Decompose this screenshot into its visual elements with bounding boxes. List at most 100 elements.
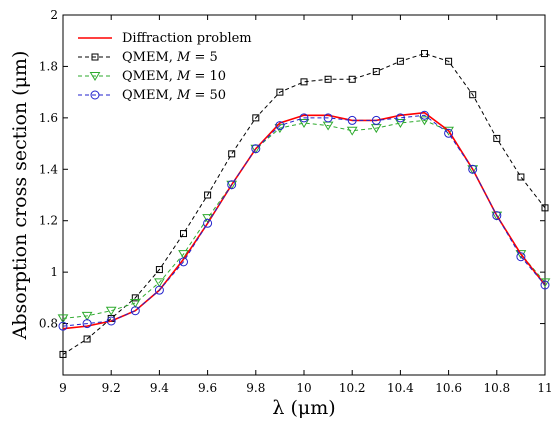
data-point: [492, 211, 502, 221]
y-tick-label: 0.8: [39, 317, 58, 331]
data-point: [419, 116, 430, 126]
data-point: [541, 204, 549, 212]
legend-label: Diffraction problem: [122, 31, 252, 46]
data-point: [517, 173, 525, 181]
legend-entry-2: QMEM, M = 10: [78, 69, 226, 84]
data-point: [443, 126, 454, 136]
y-tick-label: 1.2: [39, 214, 58, 228]
data-point: [300, 78, 308, 86]
series-3: [58, 110, 550, 331]
data-point: [516, 252, 526, 262]
legend-entry-3: QMEM, M = 50: [78, 88, 226, 103]
data-point: [58, 321, 68, 331]
legend-label-var: M: [176, 69, 191, 84]
y-axis-title: Absorption cross section (μm): [9, 51, 31, 341]
data-point: [251, 144, 261, 154]
series-line: [62, 111, 546, 330]
data-point: [347, 115, 357, 125]
data-point: [204, 191, 212, 199]
data-point: [130, 306, 140, 316]
data-point: [395, 119, 406, 128]
data-point: [276, 88, 284, 96]
x-tick-label: 11: [537, 381, 551, 395]
y-tick-label: 1.4: [39, 162, 58, 176]
data-point: [444, 128, 454, 138]
series-layer: [57, 50, 551, 358]
data-point: [179, 257, 188, 267]
legend-label-value: = 10: [190, 69, 226, 84]
x-tick-label: 9.8: [246, 381, 265, 395]
data-point: [395, 113, 405, 123]
x-axis-title: λ (μm): [272, 397, 335, 419]
data-point: [227, 180, 237, 190]
data-point: [493, 134, 501, 142]
data-point: [445, 57, 453, 65]
legend-marker: [90, 90, 100, 100]
series-line: [62, 53, 546, 355]
series-0: [62, 111, 546, 330]
data-point: [515, 250, 527, 260]
x-tick-label: 10.2: [339, 381, 366, 395]
legend-label-main: QMEM,: [122, 88, 177, 103]
y-tick-label: 1: [50, 265, 58, 279]
data-point: [372, 68, 380, 76]
y-tick-label: 1.8: [39, 59, 58, 73]
data-point: [83, 335, 91, 343]
legend-label: QMEM, M = 50: [122, 88, 226, 103]
data-point: [180, 230, 187, 238]
data-point: [57, 314, 69, 324]
data-point: [228, 150, 236, 158]
legend-label: QMEM, M = 5: [122, 50, 218, 65]
data-point: [154, 285, 164, 295]
data-point: [252, 114, 260, 122]
data-point: [420, 110, 429, 120]
y-tick-label: 1.6: [39, 111, 58, 125]
legend-label-main: QMEM,: [122, 69, 177, 84]
data-point: [82, 319, 92, 329]
legend-label-var: M: [176, 88, 191, 103]
series-line: [62, 119, 546, 319]
data-point: [299, 113, 309, 123]
data-point: [540, 280, 550, 290]
data-point: [178, 250, 189, 260]
x-tick-label: 9.6: [198, 381, 217, 395]
legend-entry-1: QMEM, M = 5: [78, 50, 218, 65]
data-point: [154, 278, 165, 288]
series-2: [57, 116, 551, 324]
legend-label-var: M: [176, 50, 191, 65]
data-point: [155, 266, 163, 274]
data-point: [81, 311, 93, 321]
data-point: [348, 75, 356, 83]
data-point: [105, 306, 117, 316]
data-point: [274, 124, 286, 134]
data-point: [275, 121, 285, 131]
axes: 9 9.2 9.4 9.6 9.8 10 10.2 10.4 10.6 10.8 11 0.8 1 1.2…: [39, 8, 551, 395]
data-point: [469, 91, 477, 99]
x-tick-label: 10.4: [387, 381, 414, 395]
data-point: [203, 218, 213, 228]
data-point: [421, 50, 428, 58]
x-tick-label: 10.8: [483, 381, 510, 395]
data-point: [371, 115, 381, 125]
data-point: [323, 113, 333, 123]
legend-marker: [89, 72, 101, 81]
x-tick-label: 9.4: [150, 381, 169, 395]
data-point: [131, 294, 139, 302]
data-point: [396, 57, 404, 65]
data-point: [129, 299, 141, 308]
y-tick-label: 2: [50, 8, 58, 22]
data-point: [468, 164, 478, 174]
legend-marker: [91, 53, 99, 61]
legend-label-value: = 5: [190, 50, 217, 65]
x-tick-label: 9: [59, 381, 67, 395]
legend-entry-0: Diffraction problem: [78, 31, 252, 46]
legend-label: QMEM, M = 10: [122, 69, 226, 84]
x-tick-label: 9.2: [102, 381, 121, 395]
data-point: [298, 119, 310, 128]
data-point: [59, 350, 67, 358]
data-point: [346, 126, 358, 136]
x-tick-label: 10.6: [435, 381, 462, 395]
x-tick-label: 10: [296, 381, 311, 395]
